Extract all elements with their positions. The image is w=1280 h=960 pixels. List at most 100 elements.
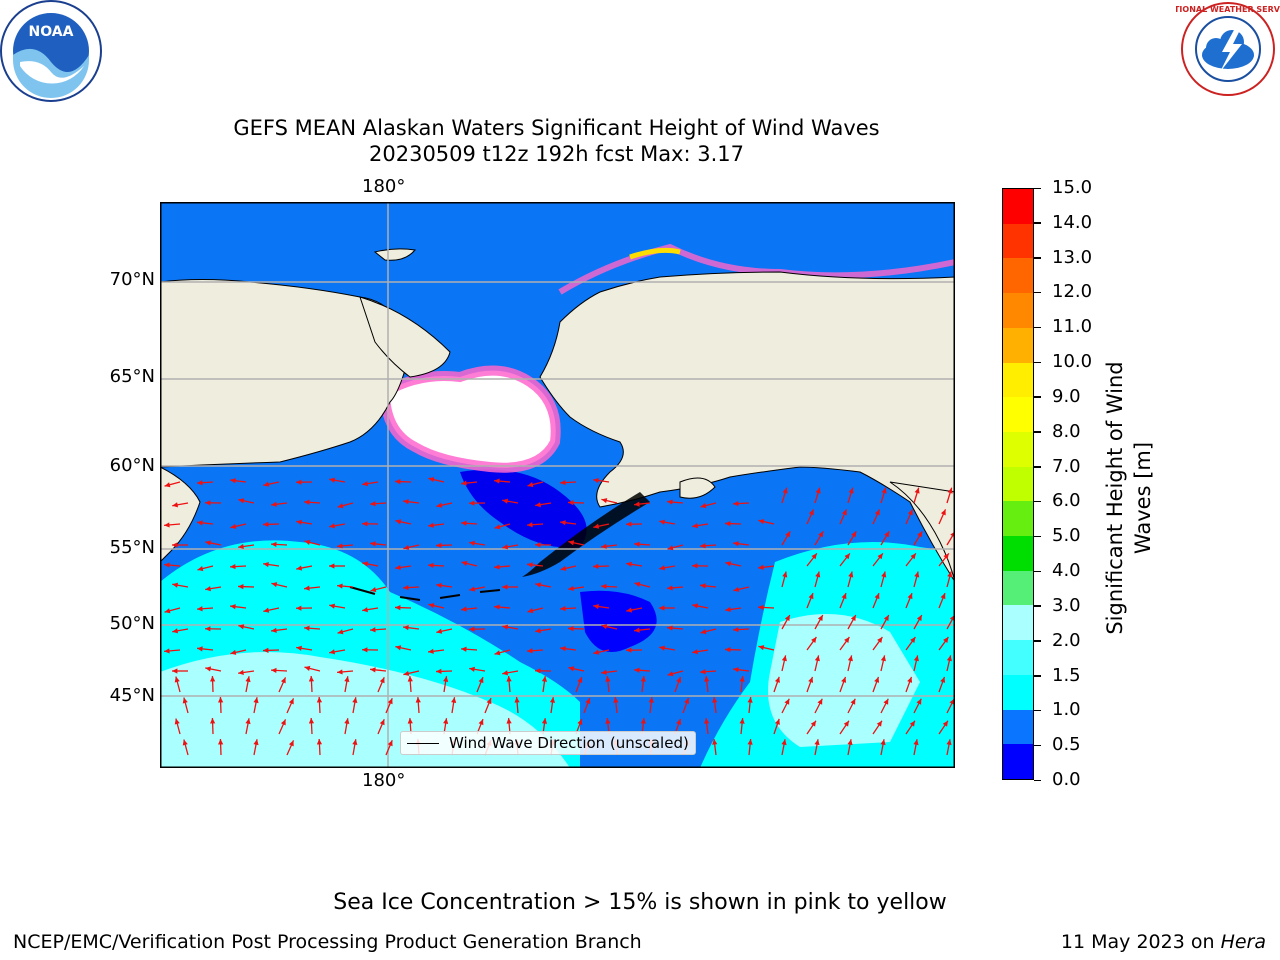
wind-wave-arrow-head <box>230 649 237 655</box>
wind-wave-arrow-head <box>527 562 533 568</box>
wind-wave-arrow-head <box>676 718 682 725</box>
wind-wave-arrow-head <box>940 509 946 516</box>
wind-wave-arrow-head <box>684 697 690 704</box>
wind-wave-arrow-head <box>733 667 739 673</box>
wind-wave-arrow-head <box>296 479 302 485</box>
wind-wave-arrow-head <box>913 655 919 662</box>
wind-wave-arrow-head <box>692 649 698 655</box>
sea-ice-arctic-yellow <box>629 247 681 260</box>
wind-wave-arrow-head <box>784 615 790 621</box>
wind-wave-arrow-head <box>164 562 170 568</box>
wind-wave-arrow-head <box>379 677 385 684</box>
wind-wave-arrow-head <box>494 650 501 656</box>
colorbar-segment <box>1003 466 1033 502</box>
colorbar-segment <box>1003 431 1033 467</box>
colorbar-segment <box>1003 709 1033 745</box>
wind-wave-arrow-head <box>304 499 310 505</box>
colorbar-tick-mark <box>1034 257 1041 259</box>
wind-wave-arrow-head <box>883 698 889 705</box>
wind-wave-arrow-head <box>817 698 823 705</box>
wind-wave-arrow-head <box>337 629 344 635</box>
wind-wave-arrow-head <box>387 698 393 705</box>
wind-wave-arrow-head <box>329 477 336 483</box>
colorbar-segment <box>1003 258 1033 294</box>
lat-label-50: 50°N <box>109 613 155 634</box>
wind-wave-arrow-head <box>263 607 270 613</box>
wind-wave-arrow-head <box>568 500 574 506</box>
nws-logo-text: NATIONAL WEATHER SERVICE <box>1176 5 1280 14</box>
wind-wave-arrow-head <box>593 563 599 569</box>
wind-wave-arrow-head <box>814 739 820 746</box>
wind-wave-arrow-head <box>506 676 512 682</box>
colorbar-segment <box>1003 605 1033 641</box>
wind-wave-arrow-head <box>884 531 890 538</box>
wind-wave-arrow-head <box>883 615 889 621</box>
wind-wave-arrow-head <box>811 637 817 643</box>
wind-wave-arrow-head <box>296 605 302 611</box>
wind-wave-arrow-head <box>407 676 413 682</box>
wind-wave-arrow-head <box>876 720 882 727</box>
wind-wave-arrow-head <box>541 676 548 682</box>
wind-wave-arrow-head <box>659 645 666 651</box>
wind-wave-arrow-head <box>329 523 336 529</box>
wind-wave-arrow-head <box>692 603 699 609</box>
wind-wave-arrow-head <box>494 524 501 530</box>
wind-wave-arrow-head <box>747 739 753 745</box>
wind-wave-arrow-head <box>407 718 413 724</box>
footer-date-text: 11 May 2023 on <box>1060 931 1221 953</box>
wind-wave-arrow-head <box>808 509 814 516</box>
wind-wave-arrow-head <box>197 646 203 652</box>
colorbar-segment <box>1003 640 1033 675</box>
wind-wave-arrow-head <box>907 593 913 600</box>
wind-wave-arrow-head <box>296 645 302 651</box>
wind-wave-arrow-head <box>461 560 468 566</box>
noaa-logo: NOAA <box>0 0 102 102</box>
wind-wave-arrow-head <box>640 718 646 724</box>
wind-wave-arrow-head <box>848 487 854 494</box>
wind-wave-arrow-head <box>271 501 277 507</box>
wind-wave-arrow-head <box>725 606 731 613</box>
wind-wave-arrow-head <box>329 649 336 655</box>
wind-wave-arrow-head <box>395 605 401 611</box>
wind-wave-arrow-head <box>280 719 286 726</box>
wind-wave-arrow-head <box>634 581 641 587</box>
colorbar-tick-mark <box>1034 535 1041 538</box>
wind-wave-arrow-head <box>758 645 765 651</box>
wind-wave-arrow-head <box>436 542 442 548</box>
colorbar-tick-label: 12.0 <box>1052 281 1093 303</box>
wind-wave-arrow-head <box>810 720 816 727</box>
wind-wave-arrow-head <box>395 564 401 571</box>
wind-wave-arrow-head <box>874 509 880 516</box>
wind-wave-arrow-head <box>560 520 566 526</box>
wind-wave-arrow-head <box>428 477 435 483</box>
footer-date: 11 May 2023 on Hera <box>1061 931 1266 953</box>
wind-wave-arrow-head <box>782 571 788 578</box>
wind-wave-arrow-head <box>568 585 574 592</box>
wind-wave-arrow-head <box>337 669 343 675</box>
sea-ice-note: Sea Ice Concentration > 15% is shown in … <box>333 890 947 915</box>
wind-wave-arrow-head <box>605 718 611 724</box>
wind-wave-arrow-head <box>913 739 919 746</box>
wind-wave-arrow-head <box>370 541 376 547</box>
wind-wave-arrow-head <box>667 585 673 591</box>
wind-wave-arrow-head <box>626 521 632 527</box>
wind-wave-arrow-head <box>704 718 710 724</box>
wind-wave-arrow-head <box>403 670 410 676</box>
wind-wave-arrow-head <box>494 604 500 610</box>
colorbar-segment <box>1003 397 1033 432</box>
wind-wave-arrow-head <box>436 628 443 634</box>
wind-wave-arrow-head <box>818 531 824 538</box>
wind-wave-arrow-head <box>197 606 203 612</box>
wind-wave-arrow-head <box>784 698 790 705</box>
wind-wave-arrow-head <box>502 584 508 590</box>
wind-wave-arrow-head <box>403 544 410 550</box>
lat-label-65: 65°N <box>109 366 155 387</box>
wind-wave-arrow-head <box>841 676 847 683</box>
wind-wave-arrow-head <box>182 739 188 746</box>
wind-wave-arrow-head <box>667 545 674 551</box>
colorbar-tick-mark <box>1034 640 1041 642</box>
wind-wave-arrow-head <box>205 540 212 546</box>
wind-wave-arrow-head <box>230 604 236 610</box>
wind-wave-arrow-head <box>605 676 611 682</box>
wind-wave-arrow-head <box>263 647 269 653</box>
